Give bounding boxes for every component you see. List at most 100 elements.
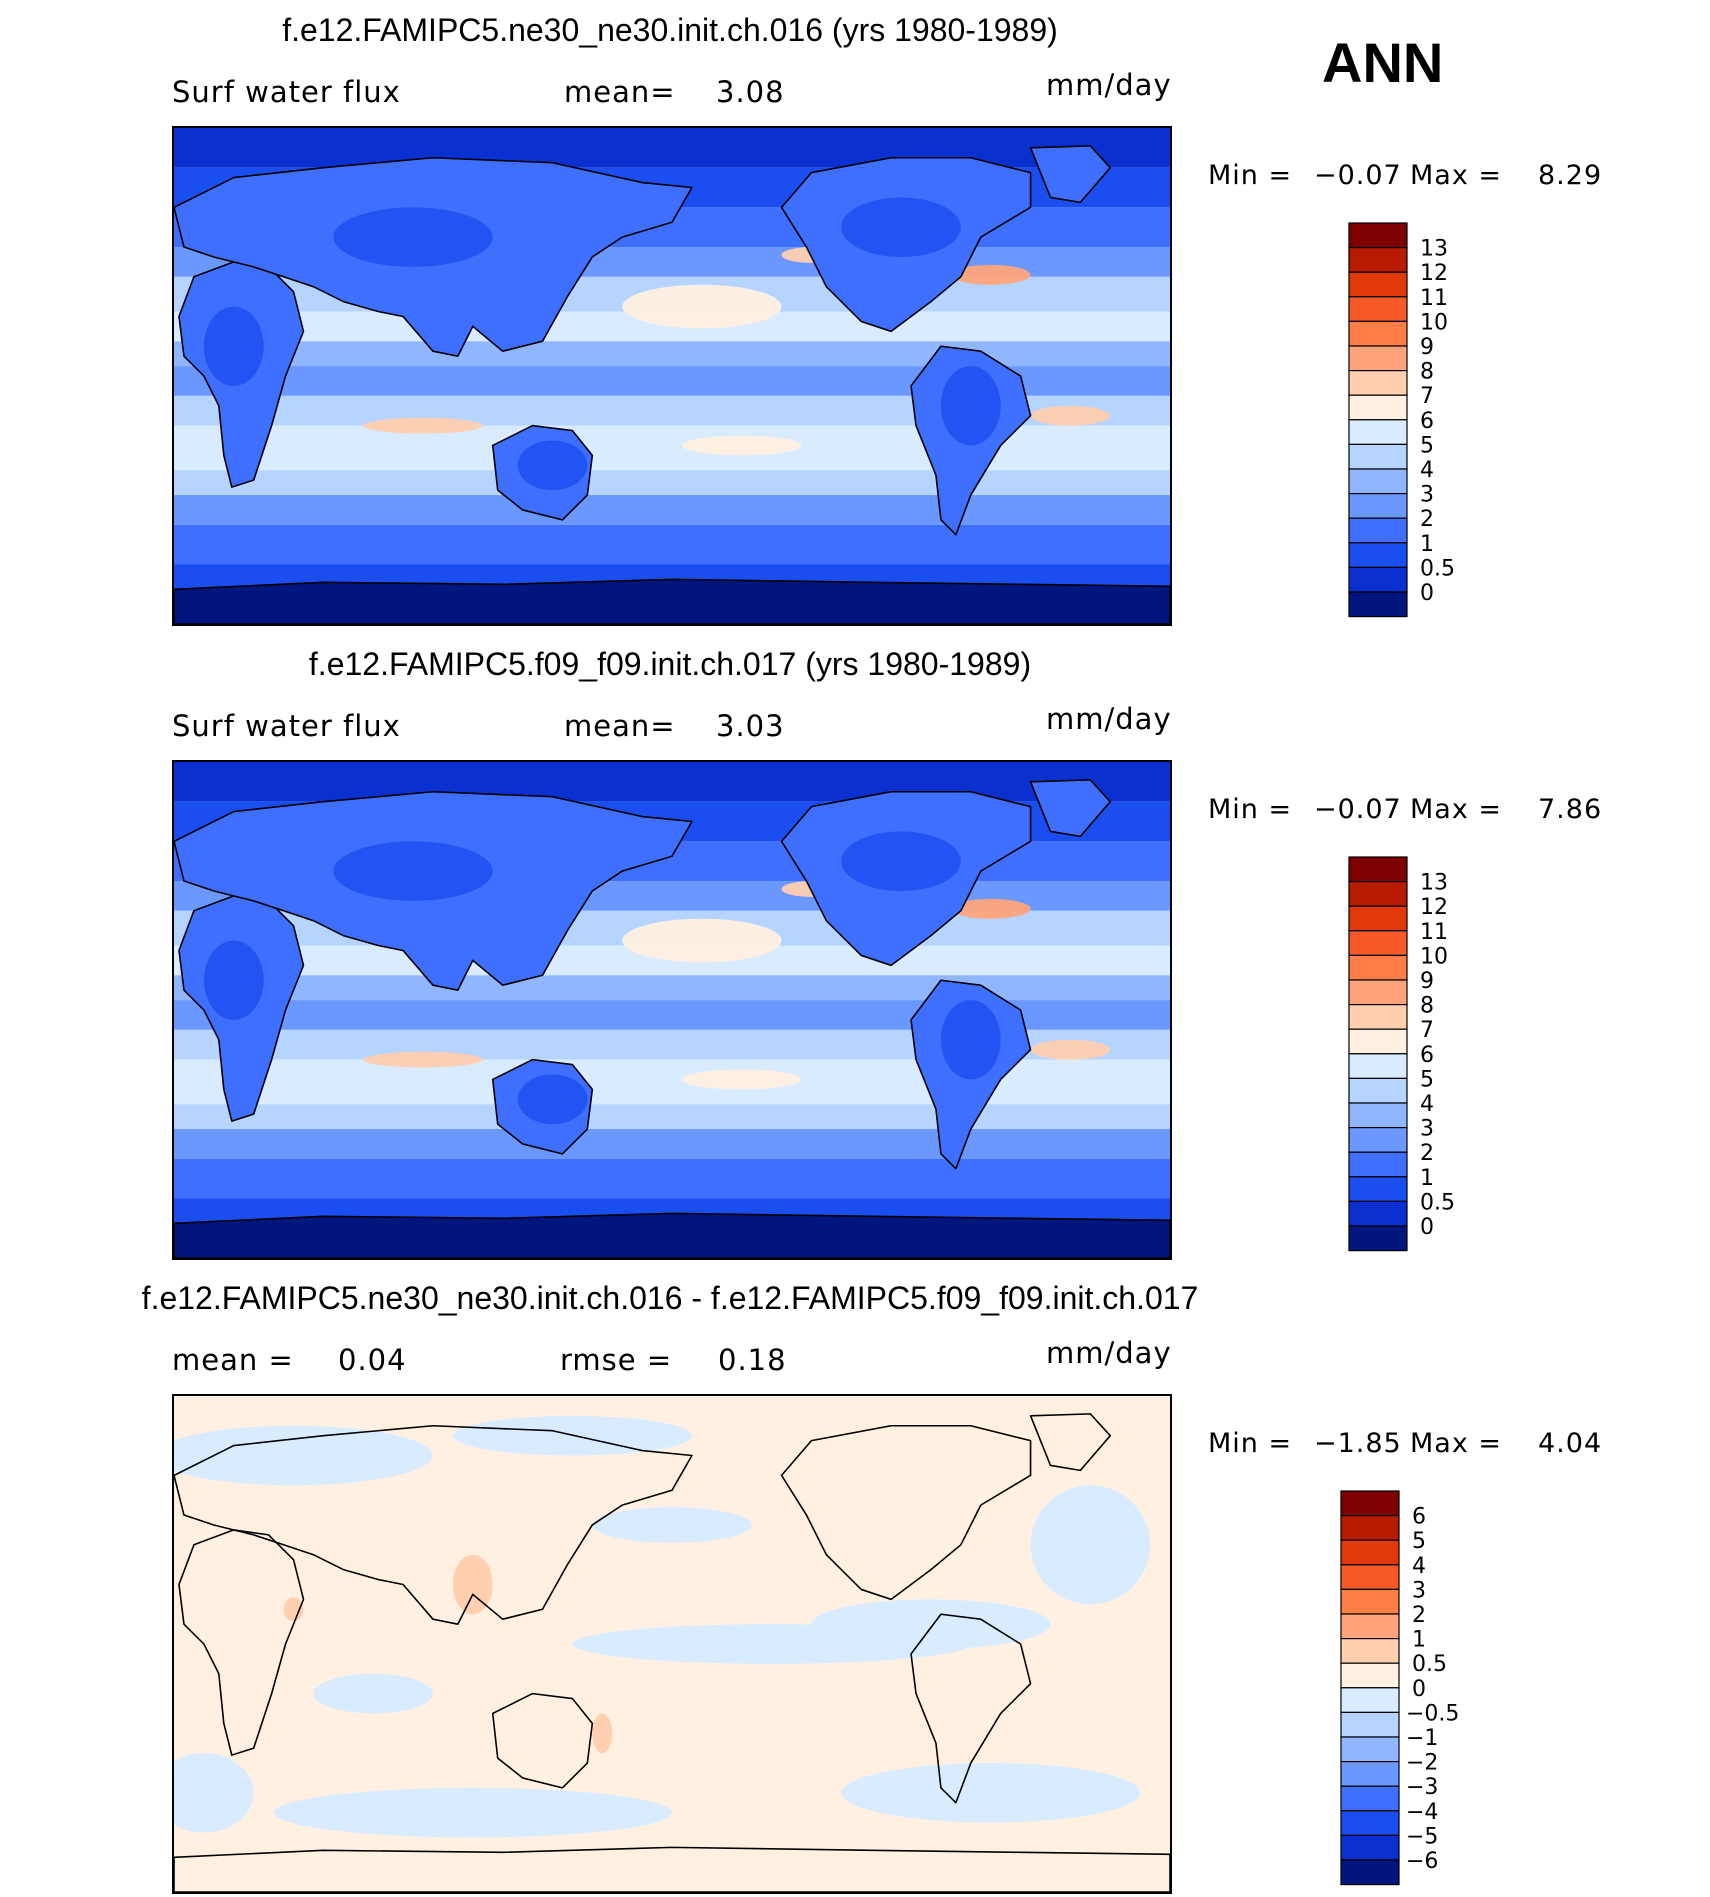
colorbar-tick-label: 3 [1420,1117,1434,1142]
flux-anomaly-blob [1030,405,1111,426]
colorbar-swatch [1340,1785,1400,1812]
panel-1-max-label: Max = [1410,160,1503,191]
colorbar-swatch [1348,222,1408,249]
colorbar-swatch [1348,954,1408,981]
panel-3-max-label: Max = [1410,1428,1503,1459]
colorbar-tick-label: 2 [1412,1603,1426,1628]
flux-anomaly-blob [681,1069,802,1090]
land-shading [203,940,264,1020]
season-label: ANN [1322,31,1444,94]
colorbar-tick-label: 0 [1420,581,1434,606]
colorbar-swatch [1348,271,1408,298]
colorbar-tick-label: −4 [1406,1800,1438,1825]
colorbar-tick-label: 1 [1412,1628,1426,1653]
positive-diff-patch [283,1597,304,1622]
panel-3-colorbar: 6 5 4 3 2 1 0.5 0 −0.5 −1 −2 −3 −4 −5 −6 [1340,1490,1480,1888]
field-band [174,470,1170,496]
negative-diff-patch [174,1753,254,1833]
colorbar-tick-label: 13 [1420,237,1448,262]
flux-anomaly-blob [622,918,782,963]
colorbar-swatch [1348,566,1408,593]
panel-3-min-value: −1.85 [1314,1428,1402,1459]
panel-3-mean-label: mean = [172,1343,294,1377]
colorbar-tick-label: 10 [1420,944,1448,969]
colorbar-swatch [1348,443,1408,470]
colorbar-tick-label: 11 [1420,920,1448,945]
field-band [174,495,1170,525]
colorbar-tick-label: 9 [1420,335,1434,360]
negative-diff-patch [174,1425,433,1486]
colorbar-tick-label: 7 [1420,384,1434,409]
colorbar-swatch [1348,247,1408,273]
colorbar-tick-label: 13 [1420,871,1448,896]
colorbar-swatch [1348,394,1408,421]
field-band [174,128,1170,168]
colorbar-swatch [1348,1077,1408,1104]
flux-anomaly-blob [950,898,1031,919]
colorbar-tick-label: −5 [1406,1824,1438,1849]
flux-anomaly-blob [622,284,782,329]
colorbar-tick-label: 6 [1420,1043,1434,1068]
colorbar-swatch [1348,1151,1408,1178]
panel-2-max-label: Max = [1410,794,1503,825]
colorbar-tick-label: 12 [1420,895,1448,920]
land-shading [517,1074,588,1125]
flux-anomaly-blob [1030,1039,1111,1060]
colorbar-swatch [1340,1687,1400,1714]
colorbar-tick-label: 5 [1420,433,1434,458]
colorbar-swatch [1348,370,1408,396]
land-shading [841,197,961,257]
colorbar-tick-label: 3 [1412,1578,1426,1603]
colorbar-tick-label: 2 [1420,1141,1434,1166]
colorbar-swatch [1348,1176,1408,1202]
panel-2-min-value: −0.07 [1314,794,1402,825]
colorbar-swatch [1348,591,1408,618]
colorbar-swatch [1348,320,1408,347]
colorbar-swatch [1348,1225,1408,1252]
colorbar-swatch [1348,1102,1408,1129]
colorbar-swatch [1348,517,1408,544]
flux-anomaly-blob [363,1051,483,1068]
colorbar-swatch [1348,1200,1408,1227]
land-mass [1029,145,1112,204]
panel-2-mean-label: mean= [564,709,676,743]
negative-diff-patch [592,1507,752,1543]
colorbar-swatch [1348,905,1408,932]
colorbar-tick-label: 8 [1420,360,1434,385]
colorbar-swatch [1348,1004,1408,1030]
panel-1-units: mm/day [1046,68,1172,102]
colorbar-swatch [1348,979,1408,1006]
panel-2-mean-value: 3.03 [716,709,785,743]
colorbar-swatch [1340,1736,1400,1763]
land-shading [333,207,493,267]
colorbar-tick-label: 12 [1420,261,1448,286]
colorbar-tick-label: 2 [1420,507,1434,532]
land-shading [517,440,588,491]
field-band [174,1059,1170,1105]
field-band [174,1129,1170,1159]
coastline [1029,1413,1112,1472]
colorbar-tick-label: 5 [1412,1529,1426,1554]
panel-3-min-label: Min = [1208,1428,1293,1459]
land-shading [940,1000,1001,1080]
coastline [910,1613,1032,1804]
panel-2-min-label: Min = [1208,794,1293,825]
panel-2-units: mm/day [1046,702,1172,736]
panel-3-rmse-value: 0.18 [718,1343,787,1377]
colorbar-swatch [1348,881,1408,907]
panel-3-units: mm/day [1046,1336,1172,1370]
colorbar-tick-label: 0 [1420,1215,1434,1240]
coastline [491,1692,594,1789]
field-band [174,975,1170,1001]
colorbar-tick-label: 1 [1420,1166,1434,1191]
flux-anomaly-blob [950,264,1031,285]
field-band [174,425,1170,471]
land-mass [174,578,1170,624]
negative-diff-patch [1030,1485,1151,1605]
colorbar-tick-label: −6 [1406,1849,1438,1874]
land-shading [841,831,961,891]
field-band [174,341,1170,367]
negative-diff-patch [313,1673,433,1714]
coastline [174,1846,1170,1892]
panel-3-map [172,1394,1172,1894]
